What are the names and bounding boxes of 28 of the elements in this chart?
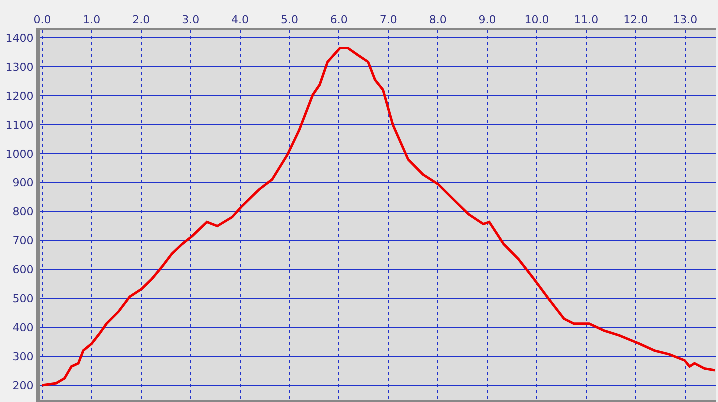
- line-series: [41, 46, 716, 387]
- y-tick-label: 300: [12, 350, 34, 364]
- x-tick-label: 1.0: [83, 14, 101, 27]
- x-tick-label: 10.0: [524, 14, 550, 27]
- y-tick-label: 1300: [6, 60, 34, 74]
- y-tick-label: 1200: [6, 90, 34, 103]
- x-tick-label: 7.0: [380, 14, 398, 27]
- y-tick-label: 600: [12, 264, 34, 277]
- x-tick-label: 5.0: [280, 14, 298, 27]
- y-tick-label: 1400: [6, 32, 34, 45]
- y-tick-label: 1000: [6, 148, 34, 161]
- x-tick-label: 3.0: [182, 14, 200, 27]
- y-tick-label: 400: [12, 321, 34, 334]
- x-tick-label: 11.0: [574, 14, 599, 27]
- y-tick-label: 900: [12, 176, 34, 190]
- y-tick-label: 200: [12, 379, 34, 392]
- x-tick-label: 0.0: [34, 14, 52, 27]
- x-tick-label: 6.0: [330, 14, 348, 27]
- y-tick-label: 1100: [6, 118, 34, 132]
- y-tick-label: 800: [12, 206, 34, 219]
- x-tick-label: 12.0: [624, 14, 648, 27]
- y-tick-label: 700: [12, 234, 34, 248]
- y-tick-label: 500: [12, 292, 34, 306]
- x-tick-label: 8.0: [429, 14, 447, 27]
- x-tick-label: 2.0: [132, 14, 150, 27]
- x-tick-label: 4.0: [232, 14, 250, 27]
- x-tick-label: 9.0: [478, 14, 496, 27]
- x-tick-label: 13.0: [673, 14, 698, 27]
